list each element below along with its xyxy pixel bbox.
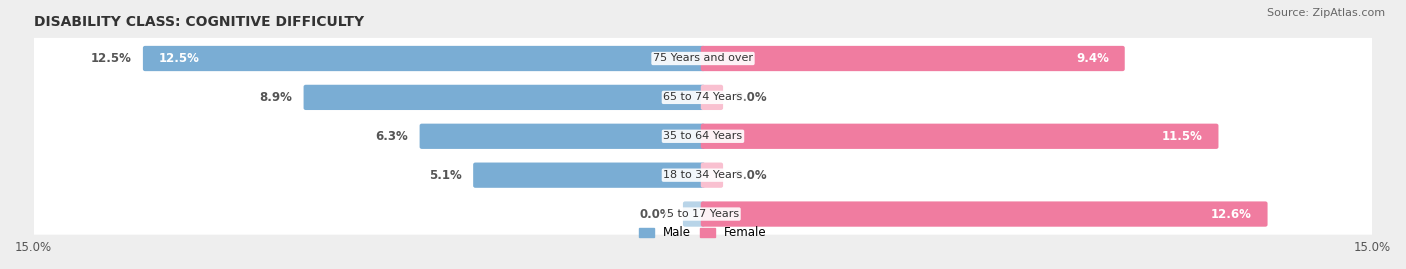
FancyBboxPatch shape [700,46,1125,71]
Text: 12.5%: 12.5% [91,52,132,65]
Text: 9.4%: 9.4% [1076,52,1109,65]
FancyBboxPatch shape [18,155,1388,196]
FancyBboxPatch shape [700,201,1268,227]
Text: 0.0%: 0.0% [734,91,766,104]
FancyBboxPatch shape [304,85,706,110]
FancyBboxPatch shape [419,124,706,149]
Text: 0.0%: 0.0% [734,169,766,182]
FancyBboxPatch shape [683,201,706,227]
Text: 12.6%: 12.6% [1211,208,1251,221]
FancyBboxPatch shape [18,77,1388,118]
FancyBboxPatch shape [474,162,706,188]
Text: 11.5%: 11.5% [1161,130,1204,143]
FancyBboxPatch shape [18,116,1388,157]
Text: 65 to 74 Years: 65 to 74 Years [664,92,742,102]
Text: Source: ZipAtlas.com: Source: ZipAtlas.com [1267,8,1385,18]
FancyBboxPatch shape [700,162,723,188]
FancyBboxPatch shape [143,46,706,71]
Text: 5 to 17 Years: 5 to 17 Years [666,209,740,219]
FancyBboxPatch shape [18,38,1388,79]
Text: 35 to 64 Years: 35 to 64 Years [664,131,742,141]
FancyBboxPatch shape [18,193,1388,235]
Text: 5.1%: 5.1% [429,169,463,182]
Text: 12.5%: 12.5% [159,52,200,65]
Text: 8.9%: 8.9% [260,91,292,104]
Text: 18 to 34 Years: 18 to 34 Years [664,170,742,180]
FancyBboxPatch shape [700,85,723,110]
Text: 0.0%: 0.0% [640,208,672,221]
Legend: Male, Female: Male, Female [640,226,766,239]
Text: 6.3%: 6.3% [375,130,409,143]
Text: 75 Years and over: 75 Years and over [652,54,754,63]
Text: DISABILITY CLASS: COGNITIVE DIFFICULTY: DISABILITY CLASS: COGNITIVE DIFFICULTY [34,15,364,29]
FancyBboxPatch shape [700,124,1219,149]
